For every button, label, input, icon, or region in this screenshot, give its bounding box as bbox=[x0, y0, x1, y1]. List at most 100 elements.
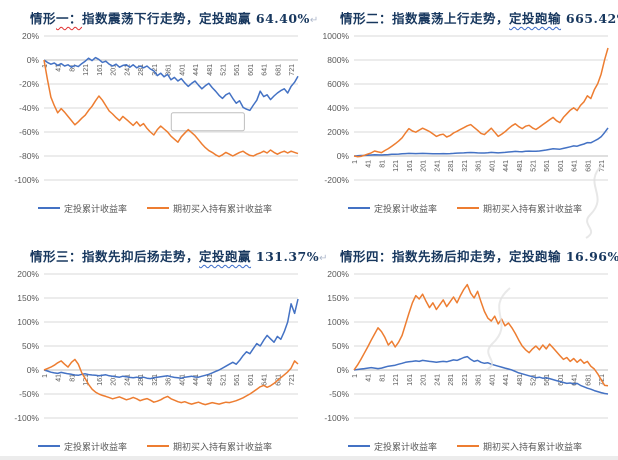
svg-text:1: 1 bbox=[42, 374, 49, 378]
svg-text:-100%: -100% bbox=[324, 413, 349, 423]
svg-text:481: 481 bbox=[207, 374, 214, 386]
svg-text:-100%: -100% bbox=[14, 413, 39, 423]
svg-text:200%: 200% bbox=[327, 127, 349, 137]
svg-text:361: 361 bbox=[476, 374, 483, 386]
chart-title-scenario-3: 情形三：指数先抑后扬走势，定投跑赢 131.37%↵ bbox=[30, 246, 328, 264]
legend-line-swatch-dca bbox=[37, 445, 60, 447]
svg-text:401: 401 bbox=[489, 160, 496, 172]
svg-text:0%: 0% bbox=[337, 365, 350, 375]
legend-label-bh: 期初买入持有累计收益率 bbox=[483, 203, 583, 214]
legend-line-swatch-bh bbox=[457, 445, 479, 447]
svg-text:361: 361 bbox=[166, 374, 173, 386]
svg-text:681: 681 bbox=[585, 374, 592, 386]
svg-text:641: 641 bbox=[572, 374, 579, 386]
svg-text:481: 481 bbox=[517, 160, 524, 172]
svg-text:-40%: -40% bbox=[19, 103, 39, 113]
svg-text:100%: 100% bbox=[327, 317, 349, 327]
chart-panel-scenario-4: 情形四：指数先扬后抑走势，定投跑输 16.96%↵ 200%150%100%50… bbox=[314, 214, 618, 452]
svg-text:150%: 150% bbox=[327, 293, 349, 303]
svg-text:601: 601 bbox=[558, 160, 565, 172]
chart-title-underlined: 定投跑赢 bbox=[199, 249, 252, 264]
svg-text:161: 161 bbox=[407, 160, 414, 172]
svg-text:561: 561 bbox=[544, 374, 551, 386]
svg-text:201: 201 bbox=[111, 374, 118, 386]
svg-text:241: 241 bbox=[124, 374, 131, 386]
legend-item-bh: 期初买入持有累计收益率 bbox=[147, 440, 272, 453]
chart-title-underlined: 定投跑输 bbox=[509, 11, 562, 26]
chart-title-scenario-2: 情形二：指数震荡上行走势，定投跑输 665.42%↵ bbox=[340, 8, 618, 26]
chart-title-underlined: 一： bbox=[56, 11, 83, 26]
svg-text:561: 561 bbox=[234, 64, 241, 76]
svg-text:81: 81 bbox=[380, 160, 387, 168]
svg-text:641: 641 bbox=[262, 64, 269, 76]
svg-text:-50%: -50% bbox=[329, 389, 349, 399]
svg-text:441: 441 bbox=[503, 374, 510, 386]
svg-text:1000%: 1000% bbox=[323, 31, 350, 41]
svg-text:41: 41 bbox=[56, 374, 63, 382]
svg-text:241: 241 bbox=[434, 160, 441, 172]
svg-text:641: 641 bbox=[262, 374, 269, 386]
legend-label-bh: 期初买入持有累计收益率 bbox=[173, 441, 273, 452]
svg-text:281: 281 bbox=[138, 374, 145, 386]
chart-title-pre: 情形三：指数先抑后扬走势， bbox=[30, 249, 200, 264]
svg-text:681: 681 bbox=[585, 160, 592, 172]
paragraph-return-mark: ↵ bbox=[309, 15, 319, 26]
legend-label-dca: 定投累计收益率 bbox=[373, 203, 437, 214]
legend-label-bh: 期初买入持有累计收益率 bbox=[173, 203, 273, 214]
svg-text:481: 481 bbox=[207, 64, 214, 76]
svg-text:601: 601 bbox=[248, 374, 255, 386]
legend-line-swatch-dca bbox=[37, 207, 60, 209]
svg-text:281: 281 bbox=[138, 64, 145, 76]
svg-text:521: 521 bbox=[531, 160, 538, 172]
svg-text:441: 441 bbox=[193, 374, 200, 386]
svg-text:-200%: -200% bbox=[324, 175, 349, 185]
svg-text:641: 641 bbox=[572, 160, 579, 172]
svg-text:-80%: -80% bbox=[19, 151, 39, 161]
svg-text:241: 241 bbox=[434, 374, 441, 386]
svg-text:241: 241 bbox=[124, 64, 131, 76]
svg-text:521: 521 bbox=[221, 64, 228, 76]
chart-legend: 定投累计收益率 期初买入持有累计收益率 bbox=[4, 440, 306, 452]
chart-title-post: 指数震荡下行走势，定投跑赢 64.40% bbox=[82, 11, 310, 26]
chart-legend: 定投累计收益率 期初买入持有累计收益率 bbox=[314, 202, 616, 214]
svg-text:481: 481 bbox=[517, 374, 524, 386]
svg-text:561: 561 bbox=[544, 160, 551, 172]
svg-text:521: 521 bbox=[221, 374, 228, 386]
svg-text:281: 281 bbox=[448, 374, 455, 386]
legend-line-swatch-dca bbox=[347, 207, 370, 209]
legend-label-dca: 定投累计收益率 bbox=[63, 441, 127, 452]
chart-panel-scenario-3: 情形三：指数先抑后扬走势，定投跑赢 131.37%↵ 200% 150% 100% 5… bbox=[4, 214, 328, 452]
svg-text:41: 41 bbox=[366, 374, 373, 382]
svg-text:281: 281 bbox=[448, 160, 455, 172]
svg-text:100%: 100% bbox=[17, 317, 39, 327]
svg-text:200%: 200% bbox=[17, 269, 39, 279]
svg-text:121: 121 bbox=[83, 64, 90, 76]
svg-text:601: 601 bbox=[558, 374, 565, 386]
chart-legend: 定投累计收益率 期初买入持有累计收益率 bbox=[4, 202, 306, 214]
chart-title-pre: 情形二：指数震荡上行走势， bbox=[340, 11, 510, 26]
svg-text:721: 721 bbox=[289, 64, 296, 76]
chart-legend: 定投累计收益率 期初买入持有累计收益率 bbox=[314, 440, 616, 452]
legend-label-dca: 定投累计收益率 bbox=[373, 441, 437, 452]
chart-title-post: 131.37% bbox=[251, 249, 320, 264]
svg-text:0%: 0% bbox=[337, 151, 350, 161]
svg-text:201: 201 bbox=[111, 64, 118, 76]
legend-item-bh: 期初买入持有累计收益率 bbox=[147, 202, 272, 215]
svg-text:0%: 0% bbox=[27, 365, 40, 375]
line-chart-scenario-2: 1000% 800% 600% 400% 200% 0% -200% 1 41 81 121 161 2… bbox=[323, 31, 609, 185]
svg-text:81: 81 bbox=[70, 374, 77, 382]
chart-title-scenario-1: 情形一：指数震荡下行走势，定投跑赢 64.40%↵ bbox=[30, 8, 318, 26]
svg-text:600%: 600% bbox=[327, 79, 349, 89]
line-chart-scenario-3: 200%150%100%50%0%-50%-100%1 41 81 121 161 201… bbox=[14, 269, 299, 423]
svg-text:601: 601 bbox=[248, 64, 255, 76]
chart-title-pre: 情形 bbox=[30, 11, 57, 26]
svg-text:-20%: -20% bbox=[19, 79, 39, 89]
legend-label-dca: 定投累计收益率 bbox=[63, 203, 127, 214]
svg-text:321: 321 bbox=[462, 374, 469, 386]
svg-text:561: 561 bbox=[234, 374, 241, 386]
svg-text:161: 161 bbox=[97, 64, 104, 76]
legend-item-dca: 定投累计收益率 bbox=[37, 440, 127, 453]
svg-text:200%: 200% bbox=[327, 269, 349, 279]
svg-text:161: 161 bbox=[97, 374, 104, 386]
